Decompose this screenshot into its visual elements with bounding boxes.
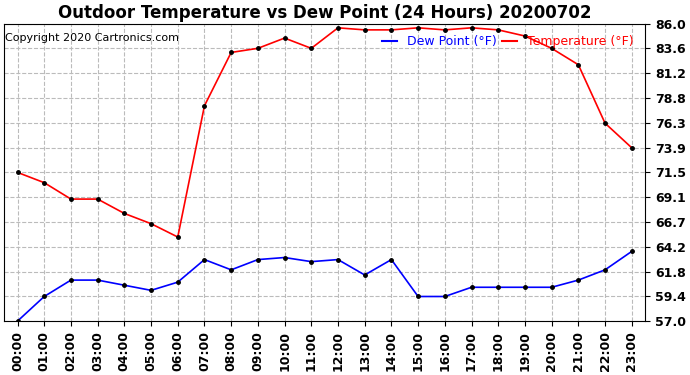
Legend: Dew Point (°F), Temperature (°F): Dew Point (°F), Temperature (°F) <box>377 30 639 53</box>
Title: Outdoor Temperature vs Dew Point (24 Hours) 20200702: Outdoor Temperature vs Dew Point (24 Hou… <box>58 4 591 22</box>
Text: Copyright 2020 Cartronics.com: Copyright 2020 Cartronics.com <box>6 33 179 43</box>
